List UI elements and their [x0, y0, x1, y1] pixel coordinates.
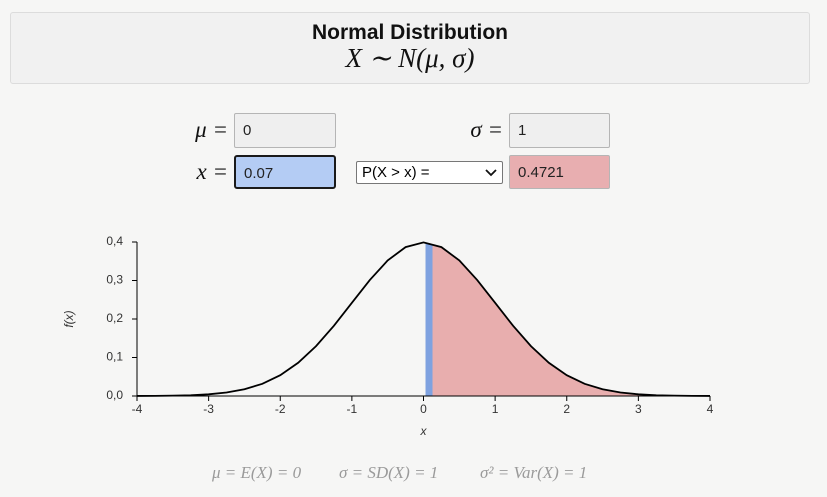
title: Normal Distribution: [311, 21, 508, 44]
x-tick-label: -4: [132, 402, 143, 416]
shaded-area: [428, 243, 710, 396]
result: 0.4721: [509, 155, 610, 189]
x-marker-group: [425, 242, 433, 396]
select-text: P(X > x) =: [362, 164, 430, 181]
x-tick-label: 3: [635, 402, 642, 416]
x-tick-label: -1: [347, 402, 358, 416]
y-tick-label: 0,4: [106, 234, 123, 248]
x-tick-label: 0: [420, 402, 427, 416]
x-axis-label: x: [420, 424, 428, 438]
header: Normal Distribution X ∼ N(μ, σ): [10, 12, 810, 84]
probability-select[interactable]: P(X > x) =: [356, 161, 503, 184]
mu-label: μ =: [195, 117, 228, 142]
sigma-label: σ =: [470, 117, 503, 142]
sd-text: σ = SD(X) = 1: [339, 463, 439, 482]
mu-input[interactable]: 0: [234, 113, 336, 148]
chevron: [485, 169, 497, 177]
y-tick-label: 0,1: [106, 350, 123, 364]
mean-text: μ = E(X) = 0: [212, 463, 302, 482]
y-axis-label: f(x): [62, 310, 76, 327]
x-input[interactable]: 0.07: [234, 155, 336, 189]
x-tick-label: 2: [563, 402, 570, 416]
x-tick-label: -2: [275, 402, 286, 416]
x-label: x =: [196, 159, 228, 184]
y-tick-label: 0,2: [106, 311, 123, 325]
density-curve: [136, 241, 711, 397]
y-tick-label: 0,3: [106, 273, 123, 287]
x-tick-label: -3: [203, 402, 214, 416]
sigma-input[interactable]: 1: [509, 113, 610, 148]
x-tick-label: 4: [707, 402, 714, 416]
var-text: σ² = Var(X) = 1: [480, 463, 588, 482]
y-tick-label: 0,0: [106, 388, 123, 402]
formula: X ∼ N(μ, σ): [345, 43, 475, 73]
x-tick-label: 1: [492, 402, 499, 416]
x-marker: [425, 242, 433, 396]
